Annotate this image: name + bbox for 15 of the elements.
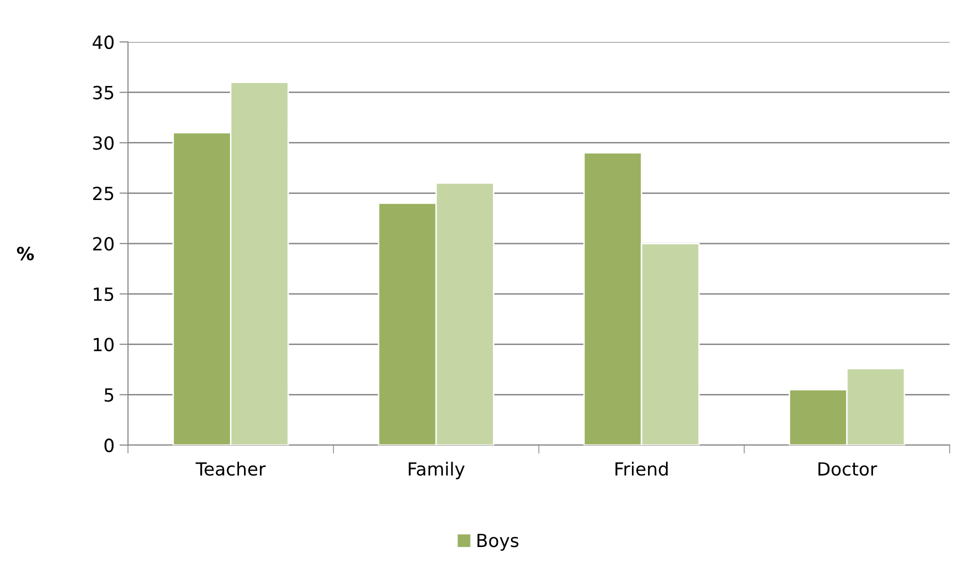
y-tick-label: 15 (94, 288, 114, 302)
y-tick-label: 40 (92, 35, 114, 50)
y-tick-label: 25 (93, 186, 114, 200)
y-tick-label: 0 (104, 438, 114, 452)
y-axis-title: % (16, 246, 34, 260)
y-tick-label: 35 (93, 86, 114, 100)
y-tick-label: 20 (93, 236, 114, 251)
y-tick-label: 10 (94, 338, 114, 352)
legend-label: Boys (478, 534, 518, 551)
x-tick-label: Teacher (196, 462, 266, 476)
y-tick-label: 5 (104, 388, 114, 402)
x-tick-label: Friend (616, 462, 668, 476)
y-tick-label: 30 (93, 136, 114, 150)
x-tick-label: Family (408, 462, 465, 480)
x-tick-label: Doctor (818, 462, 878, 476)
